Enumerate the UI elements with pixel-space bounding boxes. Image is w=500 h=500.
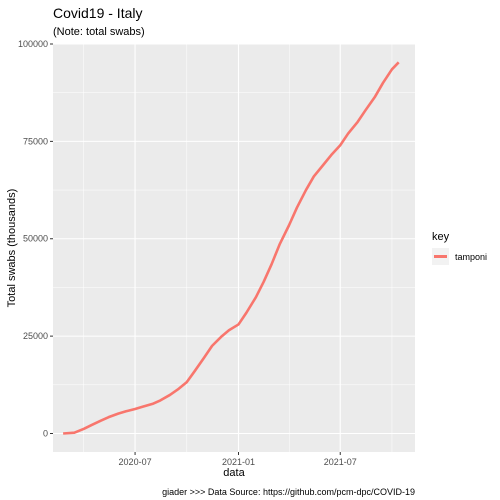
y-tick-label: 100000: [18, 39, 48, 49]
legend: key tamponi: [432, 231, 487, 265]
y-tick-label: 0: [43, 428, 48, 438]
x-axis-title: data: [223, 467, 245, 479]
y-tick-label: 50000: [23, 234, 48, 244]
plot-panel: [53, 44, 415, 452]
legend-label-tamponi: tamponi: [455, 252, 487, 262]
x-axis: 2020-07 2021-01 2021-07: [119, 452, 357, 467]
y-tick-label: 25000: [23, 331, 48, 341]
chart-subtitle: (Note: total swabs): [53, 26, 145, 38]
x-tick-label: 2020-07: [119, 457, 152, 467]
x-tick-label: 2021-01: [222, 457, 255, 467]
y-axis-title: Total swabs (thousands): [6, 189, 18, 308]
chart-caption: giader >>> Data Source: https://github.c…: [162, 487, 415, 497]
y-tick-label: 75000: [23, 136, 48, 146]
x-tick-label: 2021-07: [324, 457, 357, 467]
minor-gridlines: [53, 44, 415, 452]
legend-title: key: [432, 231, 450, 243]
major-gridlines: [53, 43, 415, 452]
y-axis: 0 25000 50000 75000 100000: [18, 39, 53, 438]
series-layer: [63, 61, 400, 435]
chart-title: Covid19 - Italy: [53, 5, 142, 21]
series-line-tamponi: [63, 61, 400, 435]
